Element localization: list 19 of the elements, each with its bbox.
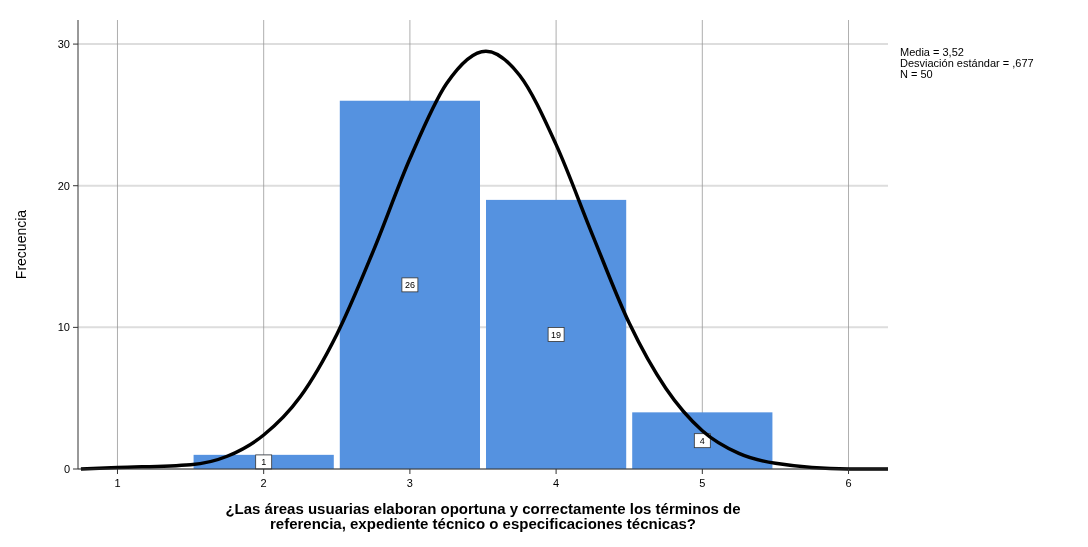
text: Desviación estándar = ,677 (900, 57, 1034, 69)
x-tick-label: 2 (260, 477, 267, 489)
y-tick-label: 10 (57, 321, 70, 334)
x-tick-label: 1 (114, 477, 121, 489)
y-tick-label: 0 (63, 463, 70, 475)
y-tick-label: 30 (57, 38, 70, 51)
data-label: 26 (404, 280, 415, 291)
x-tick-label: 3 (406, 477, 413, 489)
text: Media = 3,52 (900, 46, 964, 58)
data-label: 4 (699, 436, 705, 447)
x-tick-label: 6 (845, 477, 852, 489)
y-axis-title: Frecuencia (13, 209, 29, 280)
data-label: 1 (261, 457, 267, 468)
x-tick-label: 5 (699, 477, 706, 489)
y-tick-label: 20 (57, 179, 70, 192)
data-label: 19 (551, 329, 562, 340)
x-tick-label: 4 (553, 477, 560, 489)
x-axis-title: ¿Las áreas usuarias elaboran oportuna y correctamente los términos de referencia, expediente técnico o especificaciones técnicas? (225, 500, 741, 532)
text: N = 50 (900, 68, 933, 80)
